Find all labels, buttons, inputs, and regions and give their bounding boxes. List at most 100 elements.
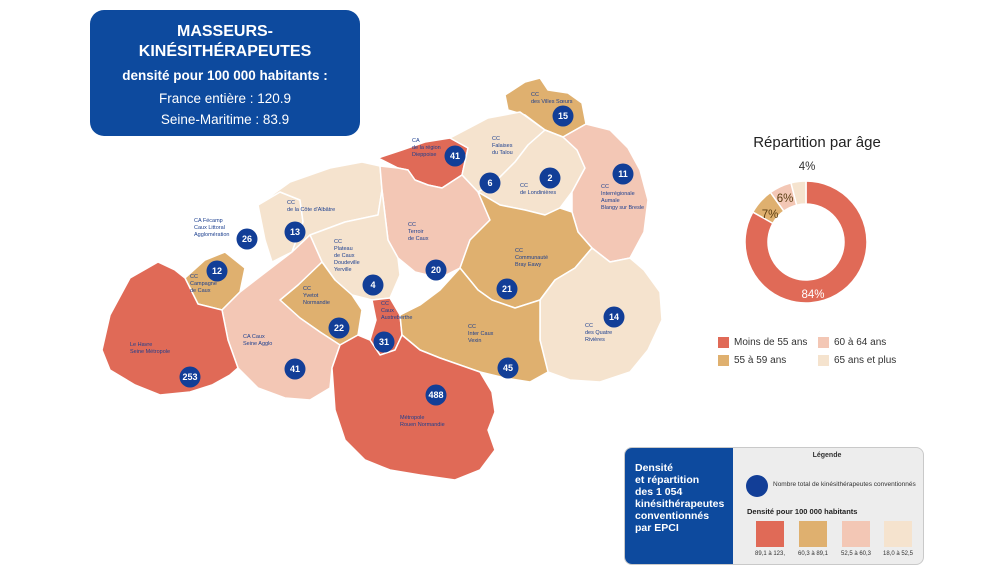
legend-description-line: par EPCI [635, 522, 679, 534]
age-legend-label: 65 ans et plus [834, 354, 897, 366]
legend-description-line: des 1 054 [635, 486, 683, 498]
epci-label-line: CC [190, 274, 198, 280]
epci-label: CC Caux Austreberthe [381, 301, 413, 321]
epci-label-line: Falaises [492, 143, 513, 149]
epci-label: CC de Londinières [520, 183, 556, 196]
epci-label: CC Interrégionale Aumale Blangy sur Bresle [601, 184, 644, 211]
marker-legend-icon [746, 475, 768, 497]
epci-label-line: CC [468, 324, 476, 330]
count-marker-value: 26 [242, 234, 252, 244]
count-marker [284, 358, 306, 380]
age-legend-swatch [718, 336, 729, 348]
epci-label-line: Rouen Normandie [400, 422, 445, 428]
epci-label: CC des Quatre Rivières [585, 323, 612, 343]
count-marker [206, 260, 228, 282]
epci-label: CA Fécamp Caux Littoral Agglomération [194, 218, 229, 238]
epci-label: Métropole Rouen Normandie [400, 415, 445, 428]
epci-label-line: Normandie [303, 300, 330, 306]
count-marker [552, 105, 574, 127]
epci-label: CC Communauté Bray Eawy [515, 248, 548, 268]
epci-label-line: CA [412, 138, 420, 144]
density-range-label: 60,3 à 89,1 [797, 551, 829, 557]
epci-label-line: du Talou [492, 150, 513, 156]
age-legend-item: 60 à 64 ans [818, 336, 918, 348]
epci-label-line: CC [408, 222, 416, 228]
epci-label: CC Campagne de Caux [190, 274, 217, 294]
map-legend: Densité et répartition des 1 054 kinésit… [624, 447, 924, 565]
epci-label-line: Agglomération [194, 232, 229, 238]
age-chart-title: Répartition par âge [753, 134, 881, 151]
density-legend-title: Densité pour 100 000 habitants [747, 507, 858, 516]
age-legend-swatch [818, 354, 829, 366]
age-legend-label: 55 à 59 ans [734, 354, 787, 366]
marker-legend-label: Nombre total de kinésithérapeutes conven… [773, 481, 916, 488]
epci-label: CC de la Côte d'Albâtre [287, 200, 335, 213]
epci-label-line: Interrégionale [601, 191, 635, 197]
density-range-label: 18,0 à 52,5 [882, 551, 914, 557]
epci-label-line: CC [334, 239, 342, 245]
epci-label-line: Austreberthe [381, 315, 413, 321]
epci-label: CA de la région Dieppoise [412, 138, 441, 158]
epci-label-line: des Quatre [585, 330, 612, 336]
count-marker-value: 4 [370, 280, 375, 290]
epci-region [539, 247, 663, 383]
epci-label-line: Rivières [585, 337, 605, 343]
epci-label-line: Blangy sur Bresle [601, 205, 644, 211]
age-legend-item: 65 ans et plus [818, 354, 918, 366]
epci-label-line: de Caux [190, 288, 211, 294]
epci-region [101, 261, 239, 396]
epci-label-line: de la Côte d'Albâtre [287, 207, 335, 213]
density-range-label: 89,1 à 123, [754, 551, 786, 557]
count-marker-value: 41 [290, 364, 300, 374]
age-donut-chart: 84% 7% 6% 4% [744, 161, 868, 304]
count-marker [373, 331, 395, 353]
count-marker-value: 21 [502, 284, 512, 294]
epci-label-line: CA Caux [243, 334, 265, 340]
count-marker-value: 13 [290, 227, 300, 237]
epci-label-line: Le Havre [130, 342, 152, 348]
title-line2: KINÉSITHÉRAPEUTES [138, 43, 312, 60]
donut-slice-label: 7% [762, 209, 779, 221]
legend-header: Légende [812, 452, 842, 459]
epci-label-line: CA Fécamp [194, 218, 223, 224]
legend-description-line: kinésithérapeutes [635, 498, 725, 510]
age-legend-item: Moins de 55 ans [718, 336, 818, 348]
title-box: MASSEURS- KINÉSITHÉRAPEUTES densité pour… [90, 10, 360, 136]
epci-label-line: CC [601, 184, 609, 190]
title-line1: MASSEURS- [176, 23, 273, 40]
count-marker [179, 366, 201, 388]
count-marker [328, 317, 350, 339]
count-marker [362, 274, 384, 296]
epci-label-line: Vexin [468, 338, 481, 344]
count-marker [496, 278, 518, 300]
epci-label-line: CC [585, 323, 593, 329]
epci-label-line: de Caux [334, 253, 355, 259]
epci-label: Le Havre Seine Métropole [130, 342, 170, 355]
epci-label-line: Campagne [190, 281, 217, 287]
density-seine-maritime: Seine-Maritime : 83.9 [160, 112, 290, 127]
epci-label: CC Plateau de Caux Doudeville Yerville [334, 239, 360, 273]
count-marker-value: 41 [450, 151, 460, 161]
epci-label: CC Inter Caux Vexin [468, 324, 494, 344]
epci-label-line: CC [303, 286, 311, 292]
donut-slice [790, 180, 807, 207]
donut-slice [744, 180, 868, 304]
epci-label: CC des Villes Sœurs [531, 92, 573, 105]
count-marker [236, 228, 258, 250]
count-marker-value: 6 [487, 178, 492, 188]
title-subtitle: densité pour 100 000 habitants : [122, 68, 328, 83]
donut-slice-label: 84% [801, 289, 824, 301]
age-legend-swatch [718, 354, 729, 366]
epci-label: CC Yvetot Normandie [303, 286, 330, 306]
epci-label: CC Terroir de Caux [408, 222, 429, 242]
epci-label-line: Doudeville [334, 260, 360, 266]
count-marker-value: 45 [503, 363, 513, 373]
age-legend-swatch [818, 336, 829, 348]
count-marker-value: 11 [618, 169, 628, 179]
epci-label-line: de la région [412, 145, 441, 151]
epci-label-line: CC [287, 200, 295, 206]
epci-label: CA Caux Seine Agglo [243, 334, 272, 347]
epci-label-line: CC [531, 92, 539, 98]
epci-label-line: Yvetot [303, 293, 319, 299]
